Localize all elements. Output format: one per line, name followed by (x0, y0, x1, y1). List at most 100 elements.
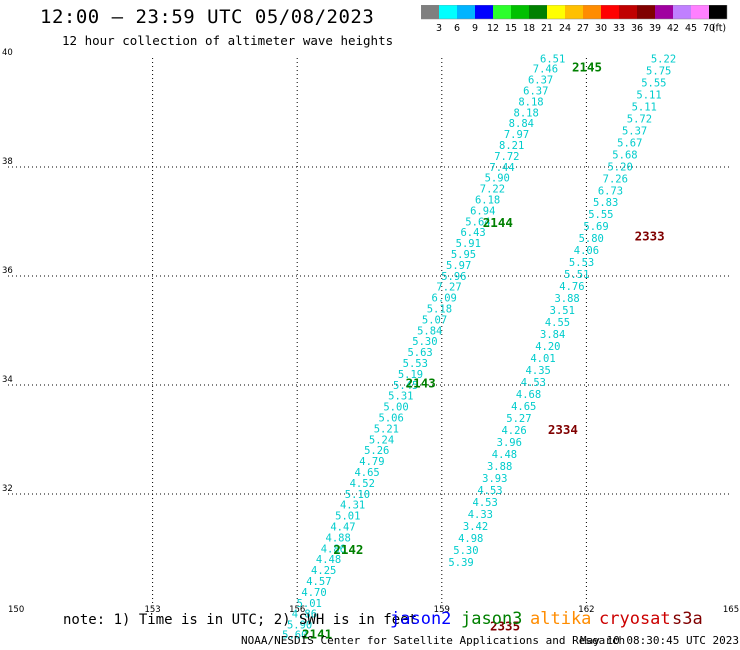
wave-height-point: 5.51 (564, 269, 589, 281)
legend-s3a: s3a (672, 609, 703, 629)
colorbar-label: 27 (577, 23, 589, 34)
footer-credit: NOAA/NESDIS Center for Satellite Applica… (241, 634, 626, 647)
wave-height-point: 5.10 (345, 489, 370, 501)
wave-height-point: 5.67 (617, 137, 642, 149)
wave-height-point: 5.01 (335, 511, 360, 523)
colorbar-swatch (421, 5, 439, 19)
colorbar-label: 70 (703, 23, 715, 34)
wave-height-point: 6.37 (528, 75, 553, 87)
x-tick-label: 162 (578, 605, 594, 615)
wave-height-point: 5.97 (446, 260, 471, 272)
wave-height-point: 5.27 (506, 413, 531, 425)
wave-height-point: 4.98 (458, 533, 483, 545)
pass-label: 2143 (406, 376, 436, 391)
wave-height-point: 5.37 (622, 125, 647, 137)
wave-height-point: 3.96 (497, 437, 522, 449)
colorbar-swatch (619, 5, 637, 19)
wave-height-point: 4.65 (511, 401, 536, 413)
wave-height-point: 3.42 (463, 521, 488, 533)
wave-height-point: 6.09 (432, 293, 457, 305)
colorbar-label: 45 (685, 23, 697, 34)
colorbar-swatch (565, 5, 583, 19)
wave-height-point: 5.11 (636, 89, 661, 101)
wave-height-point: 5.55 (641, 77, 666, 89)
wave-height-point: 4.48 (316, 554, 341, 566)
wave-height-point: 6.51 (540, 53, 565, 65)
y-tick-label: 36 (2, 266, 13, 276)
wave-height-point: 6.43 (460, 227, 485, 239)
wave-height-point: 8.84 (509, 118, 534, 130)
wave-height-point: 4.86 (321, 543, 346, 555)
wave-height-point: 5.45 (393, 380, 418, 392)
wave-height-point: 4.65 (354, 467, 379, 479)
colorbar-label: 42 (667, 23, 679, 34)
wave-height-point: 3.84 (540, 329, 565, 341)
wave-height-point: 4.68 (516, 389, 541, 401)
colorbar-label: 3 (436, 23, 442, 34)
wave-height-point: 5.18 (427, 304, 452, 316)
wave-height-point: 5.60 (282, 629, 307, 641)
wave-height-point: 5.53 (403, 358, 428, 370)
wave-height-point: 7.27 (436, 282, 461, 294)
wave-height-point: 5.55 (588, 209, 613, 221)
colorbar-swatch (547, 5, 565, 19)
wave-height-point: 5.39 (448, 557, 473, 569)
wave-height-point: 5.68 (612, 149, 637, 161)
wave-height-point: 8.18 (514, 107, 539, 119)
x-tick-label: 150 (8, 605, 24, 615)
wave-height-point: 7.22 (480, 184, 505, 196)
footer-note: note: 1) Time is in UTC; 2) SWH is in fe… (63, 612, 418, 628)
legend-jason3: jason3 (461, 609, 523, 629)
colorbar-label: 12 (487, 23, 499, 34)
colorbar-label: 9 (472, 23, 478, 34)
wave-height-point: 8.18 (518, 96, 543, 108)
colorbar-label: 33 (613, 23, 625, 34)
wave-height-point: 4.52 (350, 478, 375, 490)
colorbar-legend: 3 6 9 12 15 18 21 24 27 30 33 36 39 42 45 70(ft) (421, 5, 728, 34)
wave-height-point: 5.90 (287, 620, 312, 632)
wave-height-point: 4.53 (473, 497, 498, 509)
wave-height-point: 4.79 (359, 456, 384, 468)
wave-height-point: 5.07 (422, 314, 447, 326)
colorbar-label: 24 (559, 23, 571, 34)
wave-height-point: 4.47 (330, 522, 355, 534)
pass-label: 2333 (635, 229, 665, 244)
colorbar-label: 15 (505, 23, 517, 34)
chart-subtitle: 12 hour collection of altimeter wave hei… (62, 33, 394, 48)
colorbar-swatch (601, 5, 619, 19)
wave-height-point: 4.53 (521, 377, 546, 389)
colorbar-swatch (673, 5, 691, 19)
wave-height-point: 5.31 (388, 391, 413, 403)
wave-height-point: 5.69 (583, 221, 608, 233)
wave-height-point: 5.83 (593, 197, 618, 209)
colorbar-label: 21 (541, 23, 553, 34)
wave-height-point: 5.26 (364, 445, 389, 457)
y-tick-label: 40 (2, 48, 13, 58)
wave-height-point: 6.37 (523, 86, 548, 98)
colorbar-label: 39 (649, 23, 661, 34)
wave-height-point: 5.95 (451, 249, 476, 261)
legend-jason2: jason2 (390, 609, 452, 629)
x-tick-label: 153 (144, 605, 160, 615)
pass-label: 2145 (572, 60, 602, 75)
wave-height-point: 5.30 (412, 336, 437, 348)
wave-height-point: 5.75 (646, 65, 671, 77)
wave-height-point: 5.64 (465, 216, 490, 228)
colorbar-swatch (691, 5, 709, 19)
x-tick-label: 159 (434, 605, 450, 615)
wave-height-point: 5.84 (417, 325, 442, 337)
wave-height-point: 5.96 (441, 271, 466, 283)
colorbar-label: 30 (595, 23, 607, 34)
x-tick-label: 156 (289, 605, 305, 615)
wave-height-point: 5.90 (485, 173, 510, 185)
wave-height-point: 5.06 (379, 413, 404, 425)
wave-height-point: 5.11 (632, 101, 657, 113)
pass-label: 2144 (483, 215, 513, 230)
y-tick-label: 38 (2, 157, 13, 167)
wave-height-point: 5.19 (398, 369, 423, 381)
wave-height-point: 4.20 (535, 341, 560, 353)
colorbar-label: 6 (454, 23, 460, 34)
wave-height-point: 3.93 (482, 473, 507, 485)
wave-height-point: 4.48 (492, 449, 517, 461)
